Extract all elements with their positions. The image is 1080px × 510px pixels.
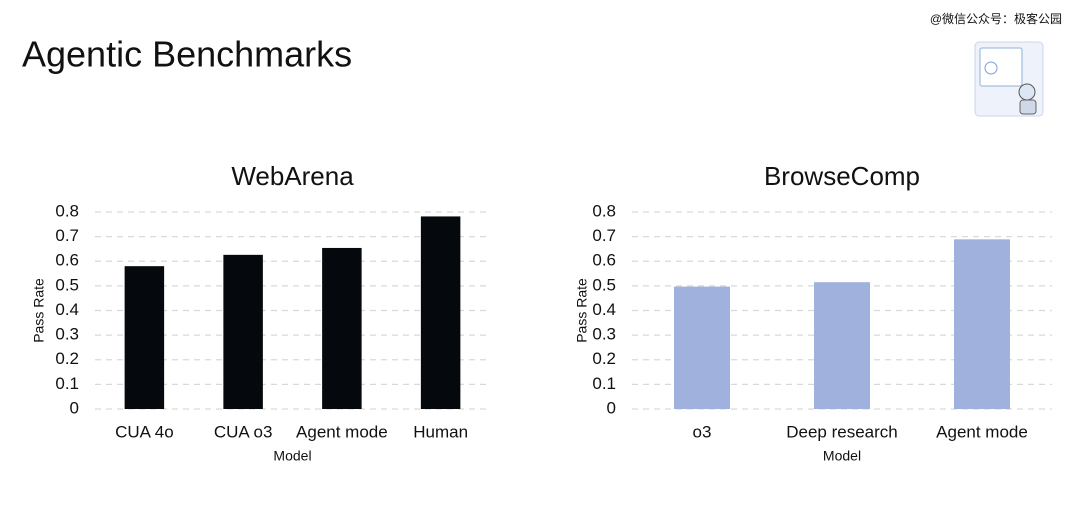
y-tick-label: 0.1 xyxy=(55,374,79,393)
y-tick-label: 0.3 xyxy=(592,325,616,344)
y-tick-label: 0.3 xyxy=(55,325,79,344)
y-tick-label: 0 xyxy=(607,398,616,417)
x-axis-label: Model xyxy=(823,448,861,464)
bar xyxy=(223,254,263,409)
bar xyxy=(420,216,461,409)
y-tick-label: 0.2 xyxy=(55,349,79,368)
x-tick-label: Agent mode xyxy=(296,422,388,441)
watermark: @微信公众号：极客公园 xyxy=(930,11,1062,26)
bar xyxy=(674,286,730,409)
y-tick-label: 0.4 xyxy=(55,300,79,319)
y-tick-label: 0.5 xyxy=(55,275,79,294)
bar xyxy=(124,266,165,409)
x-tick-label: CUA o3 xyxy=(214,422,273,441)
bar xyxy=(322,247,362,409)
y-tick-label: 0.6 xyxy=(592,251,616,270)
y-axis-label: Pass Rate xyxy=(574,278,590,343)
x-tick-label: CUA 4o xyxy=(115,422,174,441)
illustration xyxy=(974,41,1044,117)
y-axis-label: Pass Rate xyxy=(31,278,47,343)
bar xyxy=(954,239,1010,409)
chart-title: BrowseComp xyxy=(764,161,920,191)
y-tick-label: 0.6 xyxy=(55,251,79,270)
bar xyxy=(814,282,870,409)
y-tick-label: 0.1 xyxy=(592,374,616,393)
x-tick-label: Agent mode xyxy=(936,422,1028,441)
x-tick-label: Human xyxy=(413,422,468,441)
y-tick-label: 0.7 xyxy=(592,226,616,245)
y-tick-label: 0 xyxy=(70,398,79,417)
y-tick-label: 0.2 xyxy=(592,349,616,368)
x-tick-label: Deep research xyxy=(786,422,898,441)
slide-title: Agentic Benchmarks xyxy=(22,34,352,75)
y-tick-label: 0.7 xyxy=(55,226,79,245)
x-tick-label: o3 xyxy=(693,422,712,441)
x-axis-label: Model xyxy=(273,448,311,464)
y-tick-label: 0.8 xyxy=(55,201,79,220)
y-tick-label: 0.5 xyxy=(592,275,616,294)
chart-title: WebArena xyxy=(231,161,354,191)
y-tick-label: 0.8 xyxy=(592,201,616,220)
y-tick-label: 0.4 xyxy=(592,300,616,319)
